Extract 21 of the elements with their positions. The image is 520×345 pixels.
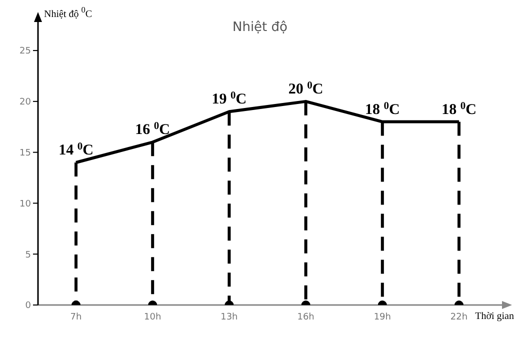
data-label: 14 $^{0}$C [58,141,94,158]
y-tick-label: 0 [25,301,32,312]
data-label: 16 $^{0}$C [135,120,170,138]
x-axis-title: Thời gian [475,311,514,322]
x-tick-label: 7h [70,312,82,322]
x-tick-label: 16h [297,312,314,322]
y-tick-label: 15 [20,148,31,159]
data-label: 18 $^{0}$C [364,100,400,118]
chart-title: Nhiệt độ [231,20,288,35]
y-tick-label: 20 [20,98,32,108]
data-label: 19 $^{0}$C [212,90,247,108]
data-label: 20 $^{0}$C [288,80,324,98]
x-tick-label: 22h [450,312,468,322]
x-tick-label: 10h [144,312,162,322]
y-tick-label: 10 [20,199,32,210]
x-tick-label: 13h [220,312,238,322]
y-axis-title: Nhiệt độ $^{0}$C [44,6,92,20]
y-tick-label: 25 [20,46,31,57]
data-label: 18 $^{0}$C [442,100,476,118]
y-tick-label: 5 [25,250,31,260]
x-tick-label: 19h [374,312,391,322]
